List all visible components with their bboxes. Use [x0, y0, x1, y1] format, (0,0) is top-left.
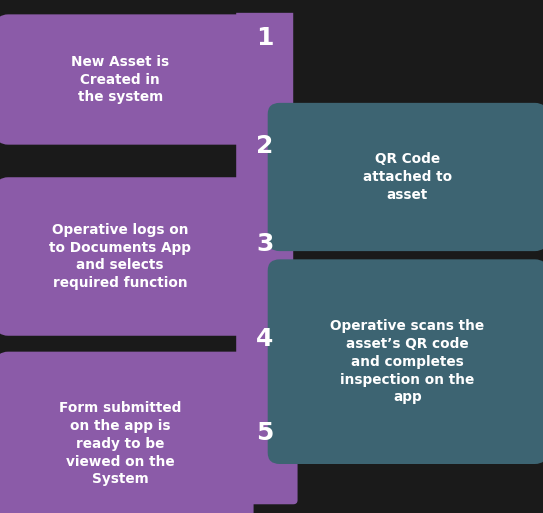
- FancyBboxPatch shape: [268, 260, 543, 464]
- Text: 3: 3: [256, 232, 273, 255]
- FancyBboxPatch shape: [268, 103, 543, 251]
- FancyBboxPatch shape: [0, 177, 254, 336]
- Text: 1: 1: [256, 27, 274, 50]
- Polygon shape: [236, 108, 293, 225]
- FancyBboxPatch shape: [0, 352, 254, 513]
- Text: 4: 4: [256, 327, 273, 350]
- Polygon shape: [236, 13, 293, 127]
- Text: Operative logs on
to Documents App
and selects
required function: Operative logs on to Documents App and s…: [49, 223, 191, 290]
- Text: New Asset is
Created in
the system: New Asset is Created in the system: [71, 55, 169, 104]
- Polygon shape: [236, 205, 293, 320]
- Text: QR Code
attached to
asset: QR Code attached to asset: [363, 152, 452, 202]
- Polygon shape: [236, 300, 293, 415]
- FancyBboxPatch shape: [0, 14, 254, 145]
- Text: 5: 5: [256, 422, 273, 445]
- Text: 2: 2: [256, 134, 273, 158]
- Text: Operative scans the
asset’s QR code
and completes
inspection on the
app: Operative scans the asset’s QR code and …: [330, 319, 484, 404]
- Text: Form submitted
on the app is
ready to be
viewed on the
System: Form submitted on the app is ready to be…: [59, 401, 181, 486]
- FancyBboxPatch shape: [232, 391, 298, 504]
